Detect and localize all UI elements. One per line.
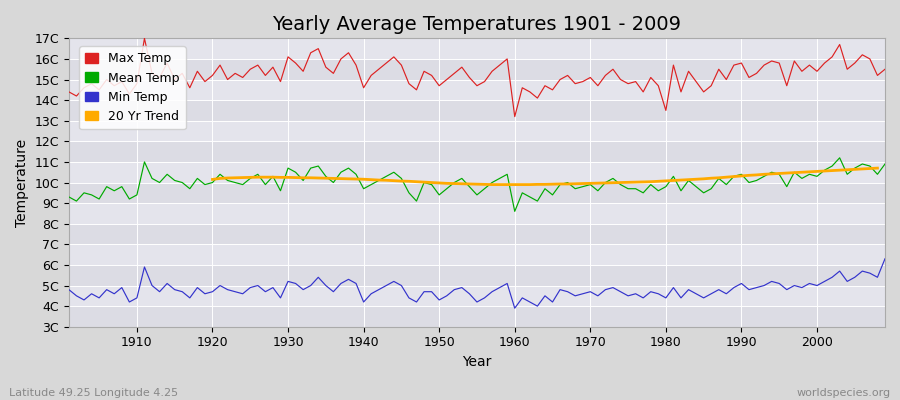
Bar <box>69 141 885 162</box>
Bar <box>69 100 885 121</box>
Bar <box>69 182 885 203</box>
Bar <box>69 162 885 182</box>
Bar <box>69 59 885 80</box>
Legend: Max Temp, Mean Temp, Min Temp, 20 Yr Trend: Max Temp, Mean Temp, Min Temp, 20 Yr Tre… <box>79 46 185 129</box>
Text: Latitude 49.25 Longitude 4.25: Latitude 49.25 Longitude 4.25 <box>9 388 178 398</box>
Bar <box>69 306 885 327</box>
Bar <box>69 121 885 141</box>
Bar <box>69 80 885 100</box>
Bar <box>69 38 885 59</box>
Bar <box>69 224 885 244</box>
X-axis label: Year: Year <box>463 355 491 369</box>
Bar <box>69 203 885 224</box>
Y-axis label: Temperature: Temperature <box>15 138 29 226</box>
Text: worldspecies.org: worldspecies.org <box>796 388 891 398</box>
Bar <box>69 244 885 265</box>
Bar <box>69 286 885 306</box>
Title: Yearly Average Temperatures 1901 - 2009: Yearly Average Temperatures 1901 - 2009 <box>273 15 681 34</box>
Bar <box>69 265 885 286</box>
